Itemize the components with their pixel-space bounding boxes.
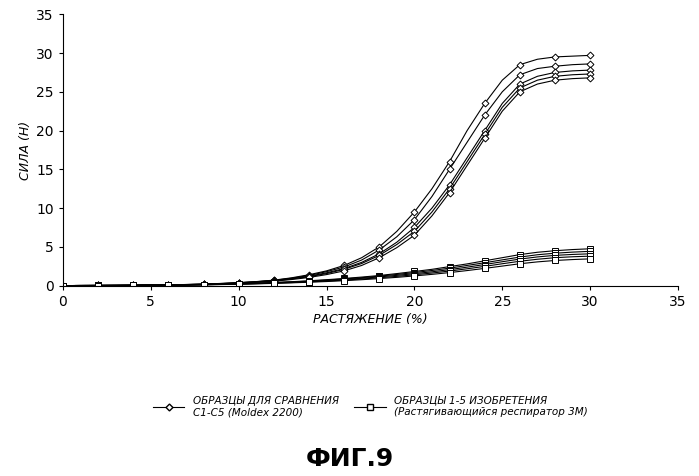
Y-axis label: СИЛА (Н): СИЛА (Н) [19,120,32,179]
X-axis label: РАСТЯЖЕНИЕ (%): РАСТЯЖЕНИЕ (%) [313,313,428,326]
Legend: ОБРАЗЦЫ ДЛЯ СРАВНЕНИЯ
C1-C5 (Moldex 2200), ОБРАЗЦЫ 1-5 ИЗОБРЕТЕНИЯ
(Растягивающи: ОБРАЗЦЫ ДЛЯ СРАВНЕНИЯ C1-C5 (Moldex 2200… [149,392,592,421]
Text: ФИГ.9: ФИГ.9 [305,447,394,471]
